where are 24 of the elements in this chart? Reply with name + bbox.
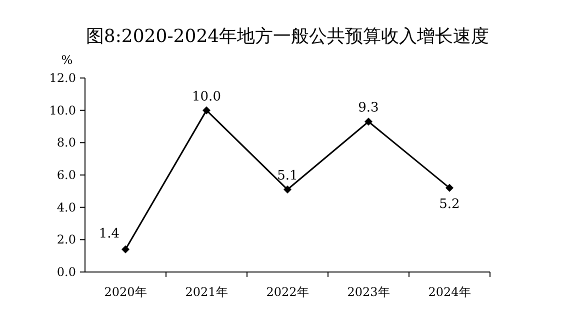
x-tick-label: 2021年	[185, 285, 228, 299]
data-label: 10.0	[192, 89, 221, 104]
x-tick-label: 2024年	[428, 285, 471, 299]
y-tick-label: 8.0	[56, 136, 76, 150]
x-tick-label: 2020年	[104, 285, 147, 299]
point	[202, 106, 210, 114]
data-label: 9.3	[358, 100, 379, 116]
point	[284, 186, 292, 194]
point	[364, 118, 372, 126]
y-tick-label: 10.0	[49, 103, 76, 118]
y-tick-label: 0.0	[56, 265, 76, 279]
y-tick-label: 12.0	[49, 71, 76, 85]
data-label: 5.1	[277, 168, 298, 184]
y-tick-label: 6.0	[56, 168, 76, 182]
point	[446, 184, 454, 192]
data-label: 1.4	[98, 226, 120, 242]
y-axis-title: %	[61, 53, 73, 67]
point	[122, 245, 130, 254]
y-tick-label: 4.0	[56, 200, 76, 214]
x-tick-label: 2023年	[347, 285, 390, 299]
chart-title: 图8:2020-2024年地方一般公共预算收入增长速度	[86, 26, 490, 47]
x-tick-label: 2022年	[266, 285, 309, 299]
y-tick-label: 2.0	[56, 232, 76, 247]
data-label: 5.2	[439, 196, 460, 212]
